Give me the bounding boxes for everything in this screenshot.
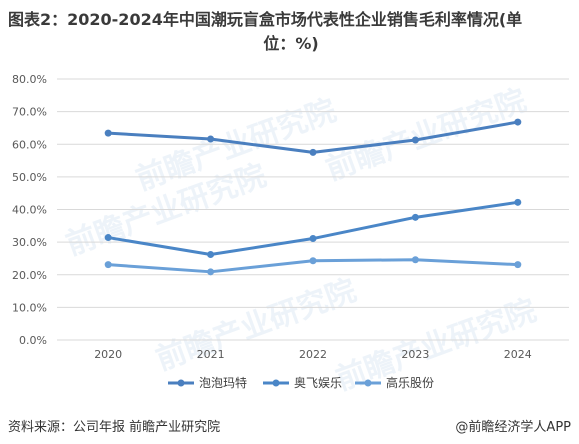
data-point bbox=[104, 129, 112, 137]
x-tick-label: 2021 bbox=[197, 348, 225, 361]
y-tick-label: 10.0% bbox=[12, 301, 47, 314]
data-point bbox=[207, 251, 215, 259]
series-line-1 bbox=[107, 200, 519, 257]
data-point bbox=[207, 135, 215, 143]
x-tick-label: 2024 bbox=[504, 348, 532, 361]
legend-label: 奥飞娱乐 bbox=[294, 376, 342, 390]
y-tick-label: 30.0% bbox=[12, 236, 47, 249]
data-point bbox=[411, 256, 419, 264]
chart-title-line1: 图表2：2020-2024年中国潮玩盲盒市场代表性企业销售毛利率情况(单 bbox=[8, 10, 523, 29]
x-tick-label: 2022 bbox=[299, 348, 327, 361]
data-point bbox=[104, 261, 112, 269]
y-tick-label: 70.0% bbox=[12, 106, 47, 119]
data-point bbox=[309, 148, 317, 156]
data-point bbox=[207, 268, 215, 276]
legend-marker bbox=[177, 379, 185, 387]
data-point bbox=[309, 235, 317, 243]
data-point bbox=[104, 234, 112, 242]
series-line-0 bbox=[108, 120, 519, 154]
y-tick-label: 60.0% bbox=[12, 138, 47, 151]
credit-note: @前瞻经济学人APP bbox=[455, 420, 571, 435]
x-tick-label: 2020 bbox=[94, 348, 122, 361]
data-point bbox=[514, 198, 522, 206]
x-tick-label: 2023 bbox=[401, 348, 429, 361]
legend-marker bbox=[272, 379, 280, 387]
data-point bbox=[411, 136, 419, 144]
data-point bbox=[514, 118, 522, 126]
y-tick-label: 50.0% bbox=[12, 171, 47, 184]
data-point bbox=[514, 261, 522, 269]
y-tick-label: 40.0% bbox=[12, 204, 47, 217]
data-point bbox=[411, 213, 419, 221]
y-tick-label: 0.0% bbox=[19, 334, 47, 347]
chart-title-line2: 位：%) bbox=[263, 34, 319, 53]
legend-marker bbox=[364, 379, 372, 387]
legend-label: 高乐股份 bbox=[386, 375, 434, 390]
chart-title: 图表2：2020-2024年中国潮玩盲盒市场代表性企业销售毛利率情况(单 位：%… bbox=[8, 8, 574, 56]
y-tick-label: 80.0% bbox=[12, 73, 47, 86]
data-point bbox=[309, 257, 317, 265]
source-note: 资料来源：公司年报 前瞻产业研究院 bbox=[8, 420, 221, 435]
y-tick-label: 20.0% bbox=[12, 269, 47, 282]
legend-label: 泡泡玛特 bbox=[199, 375, 247, 390]
